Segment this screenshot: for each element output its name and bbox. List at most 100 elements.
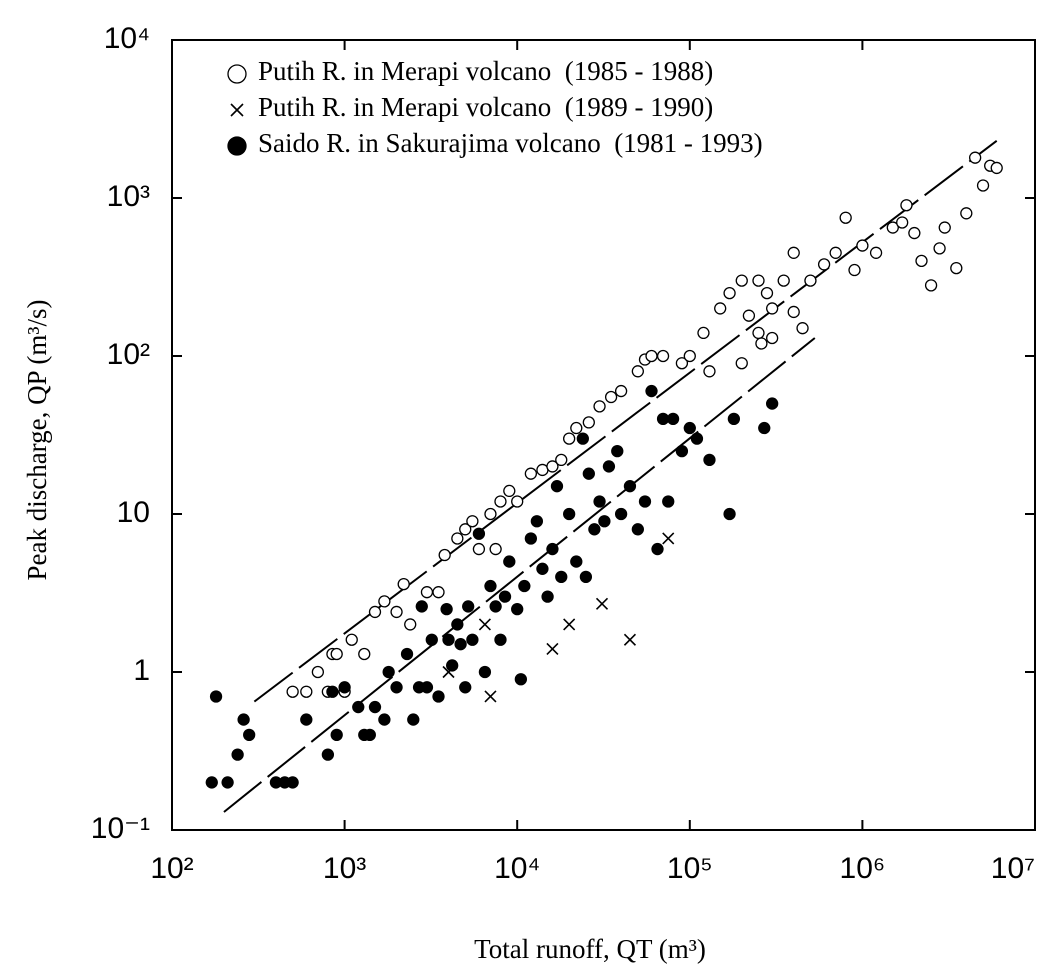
x-tick-label: 10³ [323, 852, 366, 885]
open-circle [752, 274, 765, 287]
open-circle [432, 586, 445, 599]
x-tick-label: 10⁶ [840, 852, 886, 885]
open-circle [804, 274, 817, 287]
y-tick-label: 10⁴ [104, 22, 150, 55]
open-circle [938, 221, 951, 234]
filled-circle [489, 600, 502, 613]
legend-label: Saido R. in Sakurajima volcano (1981 - 1… [258, 128, 763, 158]
filled-circle [205, 776, 218, 789]
open-circle [546, 460, 559, 473]
open-circle [760, 286, 774, 300]
open-circle [397, 577, 410, 591]
filled-circle [472, 527, 486, 540]
open-circle [390, 605, 403, 619]
open-circle [511, 495, 524, 508]
open-circle [755, 337, 768, 350]
filled-circle [675, 444, 689, 458]
open-circle [555, 453, 568, 467]
filled-circle [378, 713, 391, 726]
filled-circle [466, 633, 479, 646]
filled-circle [326, 685, 339, 698]
filled-circle [576, 432, 589, 445]
x-marker [546, 642, 559, 655]
x-axis-title: Total runoff, QT (m³) [474, 934, 706, 964]
open-circle [645, 349, 658, 363]
filled-circle [690, 432, 704, 445]
filled-circle [363, 728, 376, 742]
open-circle [358, 647, 371, 661]
open-circle [451, 532, 464, 545]
open-circle [614, 384, 628, 398]
open-circle [330, 647, 343, 661]
y-tick-label: 10⁻¹ [91, 812, 150, 845]
filled-circle [231, 748, 244, 761]
y-tick-label: 10² [107, 338, 150, 371]
open-circle [286, 685, 299, 698]
filled-circle [555, 570, 568, 584]
open-circle [968, 151, 982, 164]
filled-circle [541, 590, 554, 603]
filled-circle [570, 555, 583, 568]
open-circle [766, 331, 779, 345]
open-circle [766, 302, 779, 315]
open-circle [697, 326, 710, 340]
filled-circle [598, 515, 611, 528]
legend-marker [227, 136, 247, 156]
filled-circle [530, 515, 544, 528]
filled-circle [440, 602, 453, 616]
filled-circle [666, 412, 680, 426]
x-marker [563, 618, 576, 631]
filled-circle [420, 681, 434, 694]
filled-circle [368, 700, 382, 714]
open-circle [563, 432, 576, 445]
open-circle [735, 274, 748, 287]
filled-circle [518, 579, 531, 593]
filled-circle [723, 507, 736, 521]
filled-circle [338, 681, 351, 694]
open-circle [489, 542, 502, 556]
open-circle [976, 179, 990, 192]
filled-circle [651, 542, 664, 556]
x-tick-label: 10⁷ [991, 852, 1035, 885]
open-circle [675, 357, 689, 370]
filled-circle [243, 728, 256, 742]
filled-circle [459, 681, 472, 694]
fit-line [253, 140, 998, 703]
open-circle [420, 586, 434, 599]
filled-circle [300, 713, 313, 726]
filled-circle [703, 453, 716, 467]
filled-circle [563, 507, 576, 521]
filled-circle [638, 495, 652, 508]
x-marker [478, 618, 491, 631]
open-circle [933, 242, 946, 255]
filled-circle [656, 412, 670, 426]
filled-circle [511, 602, 524, 616]
x-tick-label: 10⁵ [667, 852, 713, 885]
open-circle [503, 484, 516, 498]
legend-label: Putih R. in Merapi volcano (1985 - 1988) [258, 56, 713, 86]
plot-frame [171, 39, 1036, 831]
filled-circle [579, 570, 593, 584]
filled-circle [588, 523, 601, 536]
open-circle [714, 302, 727, 315]
filled-circle [514, 673, 528, 686]
filled-circle [330, 728, 343, 742]
filled-circle [400, 647, 414, 661]
filled-circle [582, 467, 595, 480]
x-marker [662, 532, 675, 545]
legend-label: Putih R. in Merapi volcano (1989 - 1990) [258, 92, 713, 122]
open-circle [787, 246, 800, 259]
filled-circle [498, 590, 512, 603]
open-circle [703, 365, 716, 378]
open-circle [631, 365, 644, 378]
filled-circle [484, 579, 497, 593]
filled-circle [683, 421, 696, 435]
open-circle [404, 618, 417, 631]
open-circle [570, 421, 583, 435]
filled-circle [451, 618, 464, 631]
filled-circle [503, 555, 516, 568]
filled-circle [462, 600, 475, 613]
open-circle [908, 226, 921, 240]
open-circle [924, 279, 938, 292]
filled-circle [758, 421, 771, 435]
